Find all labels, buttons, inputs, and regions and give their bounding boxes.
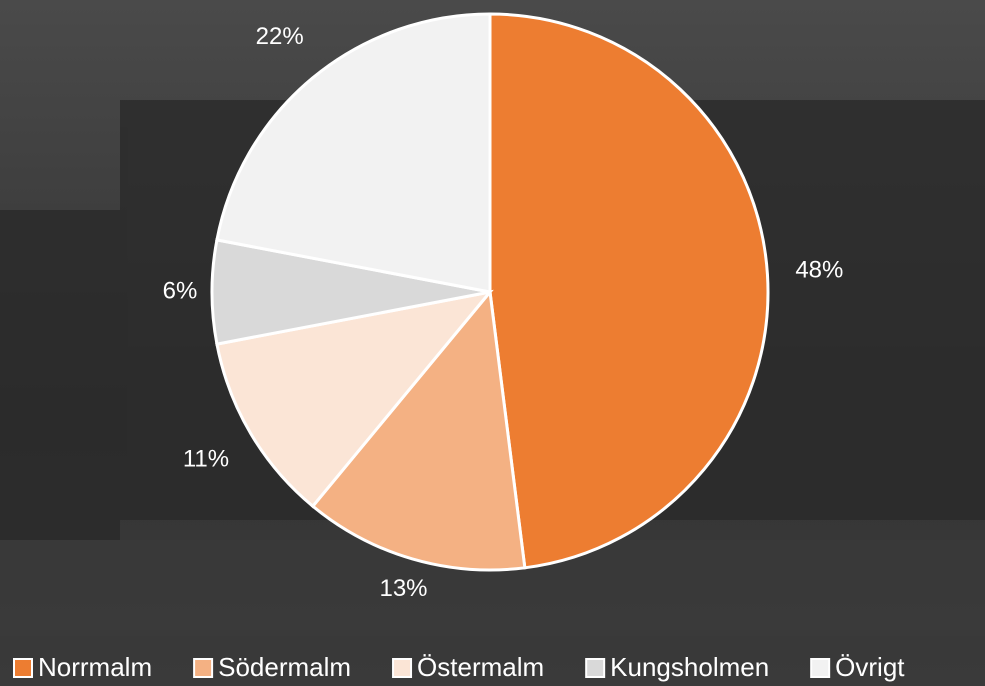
legend-label: Övrigt (835, 652, 905, 682)
legend-swatch (392, 658, 413, 678)
legend-swatch (13, 658, 33, 678)
pie-slice (215, 289, 494, 509)
data-label: 13% (379, 575, 427, 602)
legend-label: Södermalm (218, 652, 351, 682)
legend-swatch (585, 658, 606, 678)
pie-slice (310, 288, 527, 572)
legend-label: Östermalm (417, 652, 544, 682)
data-label: 11% (183, 445, 229, 472)
data-label: 48% (795, 257, 843, 284)
legend-swatch (810, 658, 831, 678)
data-label: 6% (163, 277, 198, 304)
legend-label: Kungsholmen (610, 652, 769, 682)
data-label: 22% (256, 23, 304, 50)
legend-label: Norrmalm (38, 652, 152, 682)
pie-slice (215, 12, 492, 294)
legend-swatch (193, 658, 214, 678)
pie-slice (488, 12, 770, 570)
